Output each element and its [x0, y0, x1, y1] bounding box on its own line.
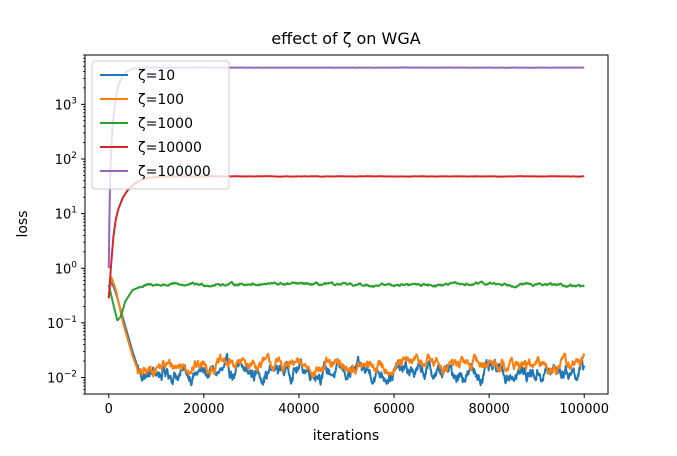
legend-label: ζ=10 [138, 68, 175, 84]
y-tick-label: 103 [55, 96, 77, 113]
y-tick-label: 10−2 [47, 370, 77, 387]
y-tick-label: 10−1 [47, 315, 77, 332]
series-line [107, 280, 585, 322]
x-axis-label: iterations [313, 428, 379, 444]
y-axis-label: loss [15, 210, 31, 237]
series-line [107, 276, 586, 379]
legend-box [91, 60, 230, 190]
y-tick-label: 102 [55, 151, 77, 168]
series-line [107, 280, 586, 387]
x-tick-label: 40000 [278, 402, 319, 417]
x-tick-label: 0 [105, 402, 113, 417]
y-tick-label: 100 [55, 260, 78, 277]
legend-label: ζ=100000 [138, 164, 211, 180]
legend-label: ζ=100 [138, 92, 184, 108]
legend: ζ=10 ζ=100 ζ=1000 ζ=10000 ζ=100000 [91, 60, 230, 190]
chart-title: effect of ζ on WGA [271, 29, 420, 48]
x-tick-label: 100000 [559, 402, 609, 417]
x-axis-ticks: 0 20000 40000 60000 80000 100000 [105, 394, 609, 417]
x-tick-label: 80000 [468, 402, 509, 417]
x-tick-label: 60000 [373, 402, 414, 417]
legend-label: ζ=1000 [138, 116, 193, 132]
x-tick-label: 20000 [183, 402, 224, 417]
y-axis-ticks: 10−2 10−1 100 101 102 103 [47, 54, 85, 395]
axes-frame [84, 54, 609, 395]
y-tick-label: 101 [55, 206, 77, 223]
legend-label: ζ=10000 [138, 140, 202, 156]
